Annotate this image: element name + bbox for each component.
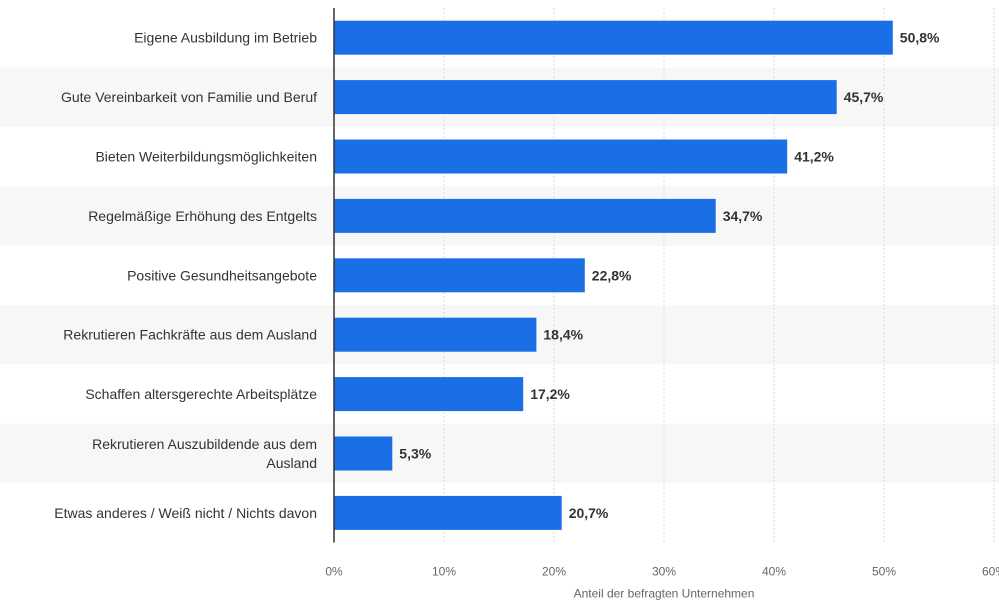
value-label: 18,4% xyxy=(543,327,583,343)
category-label: Positive Gesundheitsangebote xyxy=(127,267,317,283)
category-label-line: Ausland xyxy=(266,455,317,471)
x-tick-label: 60% xyxy=(982,565,999,579)
bar xyxy=(334,377,524,412)
bar xyxy=(334,436,393,471)
category-label: Regelmäßige Erhöhung des Entgelts xyxy=(88,208,317,224)
category-label-line: Positive Gesundheitsangebote xyxy=(127,267,317,283)
x-tick-label: 20% xyxy=(542,565,566,579)
value-label: 22,8% xyxy=(592,267,632,283)
category-labels: Eigene Ausbildung im Betrieb Gute Vereinb… xyxy=(54,30,317,521)
bar xyxy=(334,20,893,55)
category-label-line: Gute Vereinbarkeit von Familie und Beruf xyxy=(61,89,317,105)
value-label: 50,8% xyxy=(900,30,940,46)
x-tick-label: 10% xyxy=(432,565,456,579)
category-label-line: Bieten Weiterbildungsmöglichkeiten xyxy=(95,149,317,165)
x-tick-label: 0% xyxy=(325,565,343,579)
bar xyxy=(334,80,837,115)
category-label-line: Regelmäßige Erhöhung des Entgelts xyxy=(88,208,317,224)
category-label: Rekrutieren Auszubildende aus dem Ausland xyxy=(92,436,317,471)
bar xyxy=(334,495,562,530)
category-label-line: Rekrutieren Fachkräfte aus dem Ausland xyxy=(63,327,317,343)
row-band xyxy=(0,423,999,484)
bar xyxy=(334,139,788,174)
x-tick-label: 50% xyxy=(872,565,896,579)
bar xyxy=(334,198,716,233)
x-tick-label: 40% xyxy=(762,565,786,579)
value-labels: 50,8% 45,7% 41,2% 34,7% 22,8% 18,4% 17,2% 5,3% 2… xyxy=(399,30,940,521)
category-label: Bieten Weiterbildungsmöglichkeiten xyxy=(95,149,317,165)
bar xyxy=(334,258,585,293)
category-label: Gute Vereinbarkeit von Familie und Beruf xyxy=(61,89,317,105)
category-label-line: Rekrutieren Auszubildende aus dem xyxy=(92,436,317,452)
category-label: Etwas anderes / Weiß nicht / Nichts davo… xyxy=(54,505,317,521)
value-label: 17,2% xyxy=(530,386,570,402)
value-label: 45,7% xyxy=(844,89,884,105)
category-label: Schaffen altersgerechte Arbeitsplätze xyxy=(85,386,317,402)
category-label: Rekrutieren Fachkräfte aus dem Ausland xyxy=(63,327,317,343)
value-label: 34,7% xyxy=(723,208,763,224)
category-label-line: Schaffen altersgerechte Arbeitsplätze xyxy=(85,386,317,402)
value-label: 5,3% xyxy=(399,446,431,462)
x-tick-labels: 0% 10% 20% 30% 40% 50% 60% xyxy=(325,565,999,579)
value-label: 20,7% xyxy=(569,505,609,521)
x-tick-label: 30% xyxy=(652,565,676,579)
category-label-line: Eigene Ausbildung im Betrieb xyxy=(134,30,317,46)
x-axis-title: Anteil der befragten Unternehmen xyxy=(574,587,755,601)
category-label: Eigene Ausbildung im Betrieb xyxy=(134,30,317,46)
bar xyxy=(334,317,537,352)
category-label-line: Etwas anderes / Weiß nicht / Nichts davo… xyxy=(54,505,317,521)
value-label: 41,2% xyxy=(794,149,834,165)
bars xyxy=(334,20,893,530)
